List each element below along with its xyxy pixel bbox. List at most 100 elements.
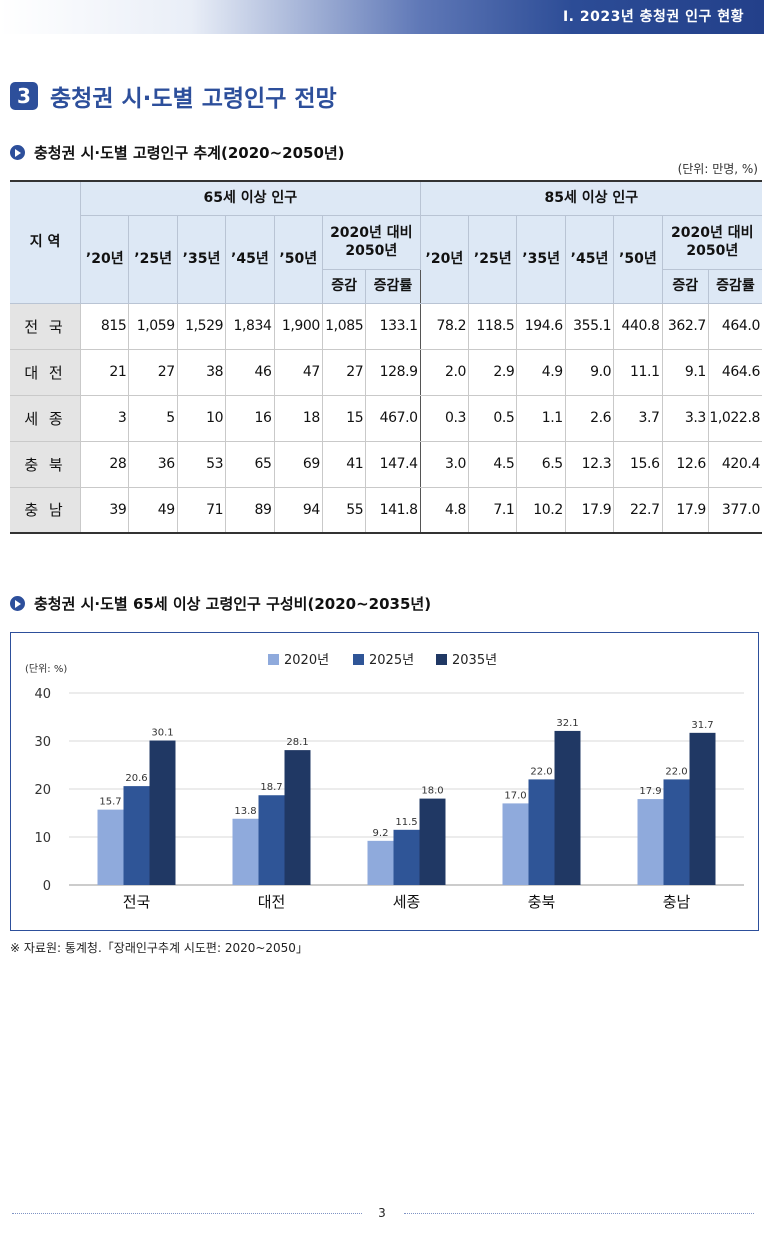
data-label: 31.7 (691, 720, 713, 731)
region-cell: 대 전 (10, 349, 81, 396)
data-label: 17.0 (504, 790, 526, 801)
value-cell: 46 (225, 349, 275, 396)
value-cell: 53 (176, 441, 226, 488)
value-cell: 1,900 (273, 303, 323, 350)
year-header: ’45년 (225, 215, 275, 304)
table-row: 충 남 39 49 71 89 94 55 141.8 4.8 7.1 10.2 17.9 22.7 17… (10, 487, 762, 534)
region-cell: 전 국 (10, 303, 81, 350)
data-label: 9.2 (373, 828, 389, 839)
chapter-header: Ⅰ. 2023년 충청권 인구 현황 (562, 9, 744, 25)
change-rate-cell: 1,022.8 (707, 395, 762, 442)
value-cell: 65 (225, 441, 275, 488)
bar (232, 818, 259, 885)
data-label: 32.1 (556, 718, 578, 729)
legend-label: 2020년 (284, 653, 329, 668)
change-cell: 12.6 (661, 441, 709, 488)
value-cell: 0.3 (419, 395, 469, 442)
change-rate-cell: 464.6 (707, 349, 762, 396)
value-cell: 6.5 (516, 441, 566, 488)
play-bullet-icon (10, 145, 25, 160)
table-row: 대 전 21 27 38 46 47 27 128.9 2.0 2.9 4.9 9.0 11.1 9.1 4… (10, 349, 762, 396)
bar (419, 798, 446, 885)
year-header: ’20년 (80, 215, 130, 304)
data-label: 18.7 (260, 782, 282, 793)
y-tick-label: 20 (34, 783, 51, 798)
unit-label: (단위: %) (25, 662, 67, 675)
table-subheading: 충청권 시·도별 고령인구 추계(2020~2050년) (10, 142, 345, 163)
bar (637, 799, 664, 885)
table-row: 전 국 815 1,059 1,529 1,834 1,900 1,085 133.1 78.2… (10, 303, 762, 350)
page-number: 3 (378, 1206, 386, 1220)
change-cell: 17.9 (661, 487, 709, 534)
region-cell: 충 남 (10, 487, 81, 534)
table-row: 충 북 28 36 53 65 69 41 147.4 3.0 4.5 6.5 12.3 15.6 12.… (10, 441, 762, 488)
bar (284, 750, 311, 885)
section-title: 3 충청권 시·도별 고령인구 전망 (10, 80, 337, 112)
bar-chart: (단위: %) 0 10 20 30 40 15.7 20.6 30.1 전국 13.8 18.7 28… (10, 632, 759, 931)
data-label: 28.1 (286, 737, 308, 748)
data-label: 17.9 (639, 786, 661, 797)
value-cell: 27 (128, 349, 178, 396)
value-cell: 5 (128, 395, 178, 442)
y-tick-label: 30 (34, 735, 51, 750)
change-rate-cell: 377.0 (707, 487, 762, 534)
bar (258, 795, 285, 885)
value-cell: 194.6 (516, 303, 566, 350)
value-cell: 4.5 (468, 441, 517, 488)
footer-divider-right (404, 1213, 754, 1214)
value-cell: 3.0 (419, 441, 469, 488)
bar (97, 809, 124, 885)
value-cell: 39 (80, 487, 129, 534)
year-header: ’35년 (176, 215, 227, 304)
value-cell: 21 (80, 349, 129, 396)
value-cell: 1,059 (128, 303, 178, 350)
group-65-header: 65세 이상 인구 (80, 180, 421, 216)
value-cell: 440.8 (613, 303, 663, 350)
value-cell: 47 (273, 349, 323, 396)
source-note: ※ 자료원: 통계청.「장래인구추계 시도편: 2020~2050」 (10, 941, 308, 955)
change-rate-cell: 133.1 (365, 303, 421, 350)
data-label: 22.0 (665, 766, 687, 777)
change-rate-header: 증감률 (707, 269, 762, 304)
bar (502, 803, 529, 885)
legend-swatch (268, 654, 279, 665)
change-cell: 55 (321, 487, 366, 534)
change-cell: 1,085 (321, 303, 366, 350)
legend-label: 2035년 (452, 653, 497, 668)
change-rate-cell: 128.9 (365, 349, 421, 396)
region-cell: 세 종 (10, 395, 81, 442)
value-cell: 2.9 (468, 349, 517, 396)
data-label: 20.6 (125, 773, 147, 784)
y-tick-label: 40 (34, 687, 51, 702)
value-cell: 815 (80, 303, 129, 350)
data-label: 15.7 (99, 797, 121, 808)
value-cell: 118.5 (468, 303, 517, 350)
bar (149, 740, 176, 885)
section-number-badge: 3 (10, 82, 38, 110)
change-cell: 15 (321, 395, 366, 442)
value-cell: 28 (80, 441, 129, 488)
year-header: ’25년 (128, 215, 178, 304)
group-85-header: 85세 이상 인구 (419, 180, 762, 216)
data-label: 18.0 (421, 786, 443, 797)
table-title: 충청권 시·도별 고령인구 추계(2020~2050년) (34, 144, 345, 162)
play-bullet-icon (10, 596, 25, 611)
value-cell: 36 (128, 441, 178, 488)
value-cell: 10.2 (516, 487, 566, 534)
chart-title: 충청권 시·도별 65세 이상 고령인구 구성비(2020~2035년) (34, 595, 432, 613)
table-unit-note: (단위: 만명, %) (677, 162, 758, 176)
compare-header: 2020년 대비 2050년 (661, 215, 762, 270)
value-cell: 3 (80, 395, 129, 442)
year-header: ’20년 (419, 215, 470, 304)
value-cell: 12.3 (564, 441, 614, 488)
elderly-population-table: 지 역 65세 이상 인구 85세 이상 인구 ’20년 ’25년 ’35년 ’… (10, 180, 762, 534)
category-label: 전국 (123, 893, 151, 911)
change-rate-cell: 141.8 (365, 487, 421, 534)
value-cell: 15.6 (613, 441, 663, 488)
value-cell: 89 (225, 487, 275, 534)
y-tick-label: 0 (43, 879, 51, 894)
category-label: 충북 (528, 893, 556, 911)
value-cell: 2.6 (564, 395, 614, 442)
value-cell: 1.1 (516, 395, 566, 442)
legend-swatch (436, 654, 447, 665)
